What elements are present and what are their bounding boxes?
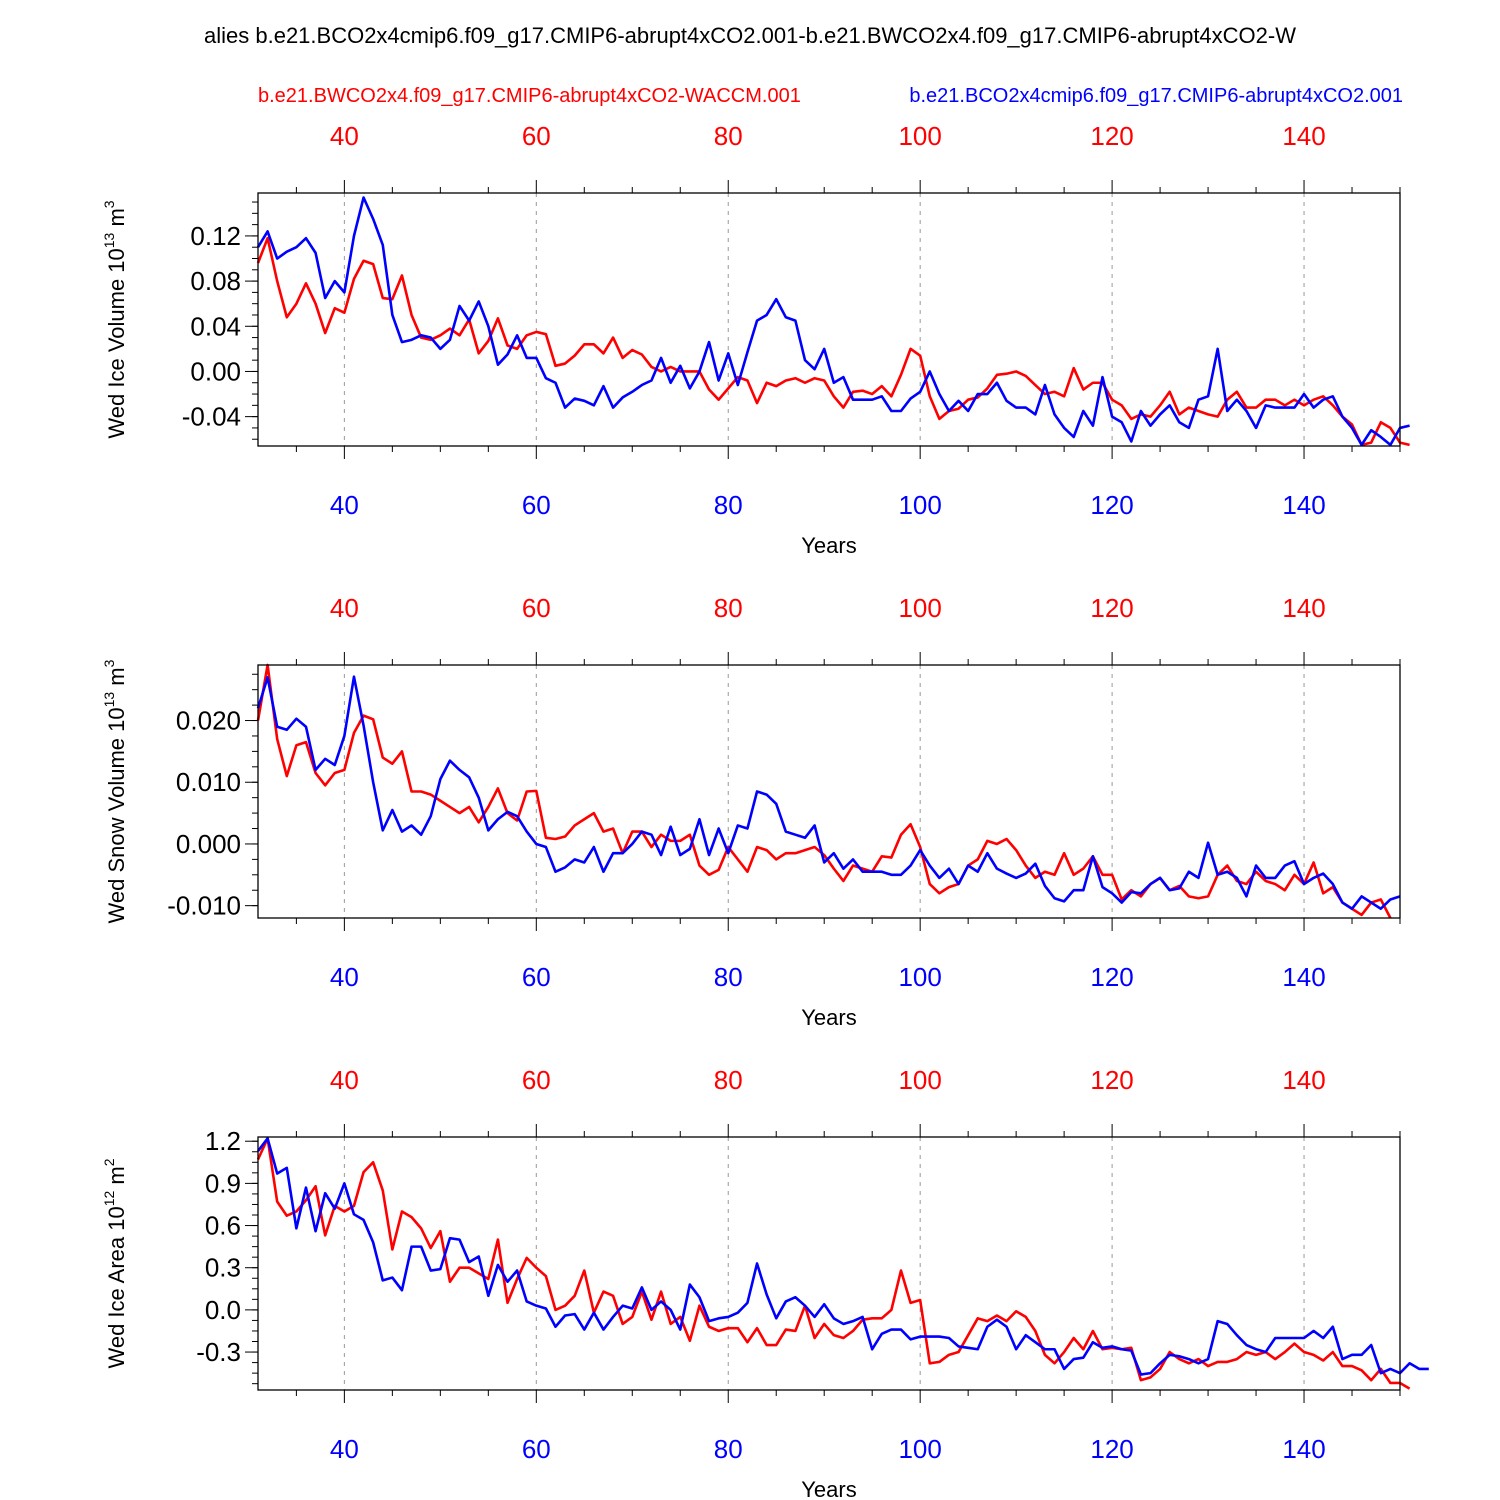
x-tick-label-top: 100	[898, 593, 941, 623]
y-tick-label: 0.6	[205, 1211, 241, 1241]
x-tick-label-bottom: 40	[330, 962, 359, 992]
x-tick-label-top: 100	[898, 121, 941, 151]
x-tick-label-top: 140	[1282, 593, 1325, 623]
x-tick-label-bottom: 80	[714, 962, 743, 992]
x-tick-label-bottom: 40	[330, 1434, 359, 1464]
y-axis-label-unit: m	[104, 667, 129, 691]
y-axis-label-text: Wed Snow Volume 10	[104, 707, 129, 923]
y-tick-label: 0.000	[176, 829, 241, 859]
x-tick-label-bottom: 140	[1282, 962, 1325, 992]
y-axis-label-unit-exponent: 3	[101, 659, 117, 667]
y-tick-label: 0.0	[205, 1295, 241, 1325]
x-tick-label-bottom: 120	[1090, 490, 1133, 520]
x-tick-label-top: 120	[1090, 593, 1133, 623]
x-tick-label-bottom: 140	[1282, 1434, 1325, 1464]
x-tick-label-top: 60	[522, 121, 551, 151]
x-tick-label-top: 100	[898, 1065, 941, 1095]
x-tick-label-bottom: 40	[330, 490, 359, 520]
x-tick-label-top: 80	[714, 593, 743, 623]
y-axis-label: Wed Ice Area 1012 m2	[101, 1158, 129, 1368]
y-axis-label-exponent: 13	[101, 692, 117, 708]
plot-frame	[257, 1136, 1401, 1391]
x-tick-label-top: 120	[1090, 121, 1133, 151]
x-tick-label-top: 80	[714, 1065, 743, 1095]
x-tick-label-top: 40	[330, 121, 359, 151]
y-tick-label: 0.9	[205, 1168, 241, 1198]
x-tick-label-bottom: 100	[898, 1434, 941, 1464]
x-tick-label-bottom: 100	[898, 962, 941, 992]
y-axis-label-exponent: 13	[101, 232, 117, 248]
series-line-blue	[256, 196, 1410, 447]
y-axis-label-unit-exponent: 3	[101, 200, 117, 208]
y-tick-label: 0.04	[190, 311, 241, 341]
x-axis-label: Years	[801, 533, 856, 558]
x-tick-label-bottom: 80	[714, 490, 743, 520]
x-tick-label-top: 40	[330, 1065, 359, 1095]
series-line-red	[256, 1137, 1411, 1390]
series-line-red	[256, 236, 1410, 447]
x-tick-label-bottom: 80	[714, 1434, 743, 1464]
y-tick-label: 1.2	[205, 1126, 241, 1156]
chart-title: alies b.e21.BCO2x4cmip6.f09_g17.CMIP6-ab…	[204, 23, 1296, 48]
y-tick-label: -0.04	[182, 402, 241, 432]
y-axis-label-unit: m	[104, 208, 129, 232]
x-axis-label: Years	[801, 1477, 856, 1500]
y-tick-label: -0.3	[196, 1337, 241, 1367]
x-tick-label-top: 40	[330, 593, 359, 623]
x-axis-label: Years	[801, 1005, 856, 1030]
x-tick-label-bottom: 140	[1282, 490, 1325, 520]
x-tick-label-bottom: 60	[522, 962, 551, 992]
plot-frame	[257, 192, 1401, 447]
y-tick-label: 0.00	[190, 356, 241, 386]
x-tick-label-bottom: 60	[522, 1434, 551, 1464]
y-tick-label: -0.010	[167, 891, 241, 921]
x-tick-label-bottom: 100	[898, 490, 941, 520]
y-axis-label-unit: m	[104, 1166, 129, 1190]
x-tick-label-top: 60	[522, 593, 551, 623]
x-tick-label-bottom: 60	[522, 490, 551, 520]
series-line-blue	[256, 1137, 1429, 1376]
y-axis-label: Wed Ice Volume 1013 m3	[101, 200, 129, 438]
y-axis-label-text: Wed Ice Area 10	[104, 1206, 129, 1368]
x-tick-label-top: 140	[1282, 1065, 1325, 1095]
series-line-red	[256, 663, 1392, 919]
x-tick-label-top: 140	[1282, 121, 1325, 151]
chart-panel-3: 40 40 60 60 80 80 100 100 120 120 140 140 1.2 0.9 0.6 0…	[101, 1065, 1429, 1500]
y-tick-label: 0.020	[176, 706, 241, 736]
series-line-blue	[256, 675, 1401, 911]
y-tick-label: 0.3	[205, 1253, 241, 1283]
y-axis-label: Wed Snow Volume 1013 m3	[101, 659, 129, 923]
x-tick-label-top: 120	[1090, 1065, 1133, 1095]
y-axis-label-text: Wed Ice Volume 10	[104, 248, 129, 438]
y-tick-label: 0.08	[190, 266, 241, 296]
chart-panel-1: 40 40 60 60 80 80 100 100 120 120 140 140 0.12 0.08 0.…	[101, 121, 1410, 558]
chart-panel-2: 40 40 60 60 80 80 100 100 120 120 140 140 0.020 0.010…	[101, 593, 1401, 1030]
x-tick-label-top: 80	[714, 121, 743, 151]
y-tick-label: 0.010	[176, 767, 241, 797]
x-tick-label-top: 60	[522, 1065, 551, 1095]
x-tick-label-bottom: 120	[1090, 1434, 1133, 1464]
legend-red-label: b.e21.BWCO2x4.f09_g17.CMIP6-abrupt4xCO2-…	[258, 85, 801, 107]
plot-frame	[257, 664, 1401, 919]
y-axis-label-exponent: 12	[101, 1191, 117, 1207]
legend-blue-label: b.e21.BCO2x4cmip6.f09_g17.CMIP6-abrupt4x…	[909, 85, 1403, 107]
y-axis-label-unit-exponent: 2	[101, 1158, 117, 1166]
x-tick-label-bottom: 120	[1090, 962, 1133, 992]
y-tick-label: 0.12	[190, 221, 241, 251]
